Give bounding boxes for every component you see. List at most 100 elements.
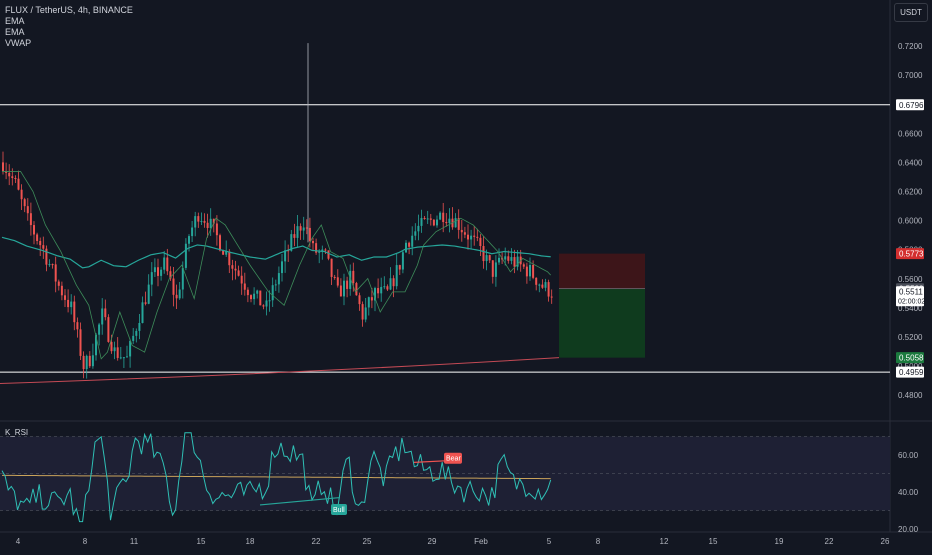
candle[interactable] (346, 280, 349, 289)
candle[interactable] (420, 217, 423, 226)
candle[interactable] (225, 251, 228, 255)
candle[interactable] (88, 355, 91, 367)
candle[interactable] (181, 267, 184, 290)
candle[interactable] (150, 272, 153, 285)
candle[interactable] (253, 293, 256, 300)
candle[interactable] (541, 284, 544, 288)
candle[interactable] (538, 284, 541, 286)
candle[interactable] (60, 285, 63, 296)
candle[interactable] (237, 270, 240, 276)
candle[interactable] (209, 218, 212, 229)
candle[interactable] (33, 225, 35, 235)
candle[interactable] (392, 278, 395, 287)
candle[interactable] (383, 286, 386, 288)
candle[interactable] (339, 285, 342, 297)
candle[interactable] (305, 227, 308, 229)
candle[interactable] (349, 270, 352, 289)
candle[interactable] (411, 235, 414, 247)
candle[interactable] (39, 240, 42, 246)
candle[interactable] (243, 283, 246, 290)
stop-loss-zone[interactable] (559, 253, 645, 289)
candle[interactable] (132, 335, 135, 341)
candle[interactable] (76, 322, 79, 330)
candle[interactable] (212, 218, 215, 224)
candle[interactable] (364, 307, 367, 320)
candle[interactable] (26, 206, 29, 214)
candle[interactable] (296, 226, 299, 238)
candle[interactable] (85, 355, 88, 370)
candle[interactable] (277, 273, 280, 285)
candle[interactable] (153, 267, 156, 273)
currency-selector[interactable]: USDT (894, 3, 928, 22)
candle[interactable] (333, 276, 336, 278)
candle[interactable] (126, 356, 128, 358)
candle[interactable] (491, 260, 494, 277)
candle[interactable] (138, 322, 141, 331)
candle[interactable] (197, 216, 200, 222)
candle[interactable] (284, 250, 287, 262)
candle[interactable] (315, 243, 318, 253)
candle[interactable] (169, 271, 172, 279)
candle[interactable] (361, 304, 364, 320)
candle[interactable] (436, 219, 438, 226)
candle[interactable] (265, 300, 268, 307)
candle[interactable] (206, 222, 209, 229)
candle[interactable] (405, 242, 407, 253)
candle[interactable] (17, 178, 20, 190)
candle[interactable] (470, 235, 473, 240)
candle[interactable] (507, 256, 510, 261)
candle[interactable] (516, 256, 519, 267)
candle[interactable] (547, 282, 550, 297)
candle[interactable] (11, 176, 14, 179)
candle[interactable] (222, 250, 225, 255)
candle[interactable] (476, 236, 479, 238)
candle[interactable] (529, 264, 531, 277)
candle[interactable] (510, 257, 513, 261)
candle[interactable] (259, 290, 262, 306)
candle[interactable] (188, 236, 190, 244)
candle[interactable] (36, 234, 39, 241)
candle[interactable] (374, 288, 376, 301)
candle[interactable] (473, 235, 476, 237)
candle[interactable] (256, 290, 259, 294)
candle[interactable] (358, 295, 361, 305)
candle[interactable] (73, 301, 76, 323)
candle[interactable] (48, 264, 51, 266)
candle[interactable] (144, 302, 147, 304)
candle[interactable] (380, 286, 383, 294)
candle[interactable] (398, 265, 401, 270)
candle[interactable] (20, 189, 23, 200)
candle[interactable] (494, 262, 497, 277)
candle[interactable] (532, 264, 535, 278)
candle[interactable] (129, 340, 132, 357)
candle[interactable] (395, 265, 398, 287)
candle[interactable] (522, 264, 525, 267)
candle[interactable] (290, 234, 293, 251)
candle[interactable] (240, 275, 243, 284)
candle[interactable] (457, 218, 460, 230)
candle[interactable] (343, 280, 345, 297)
candle[interactable] (327, 250, 330, 259)
candle[interactable] (445, 222, 448, 224)
candle[interactable] (426, 218, 429, 220)
candle[interactable] (135, 330, 138, 336)
candle[interactable] (442, 212, 445, 223)
candle[interactable] (2, 162, 4, 172)
candle[interactable] (281, 261, 283, 274)
candle[interactable] (42, 245, 45, 249)
candle[interactable] (367, 297, 370, 308)
candle[interactable] (417, 225, 420, 232)
candle[interactable] (302, 227, 305, 231)
candle[interactable] (454, 218, 457, 228)
candle[interactable] (287, 250, 290, 252)
candle[interactable] (110, 341, 113, 352)
candle[interactable] (141, 302, 144, 323)
candle[interactable] (271, 285, 274, 301)
candle[interactable] (535, 277, 538, 285)
candle[interactable] (377, 288, 380, 294)
candle[interactable] (101, 308, 104, 325)
candle[interactable] (355, 283, 358, 296)
candle[interactable] (432, 219, 435, 226)
indicator-vwap[interactable]: VWAP (5, 38, 32, 48)
